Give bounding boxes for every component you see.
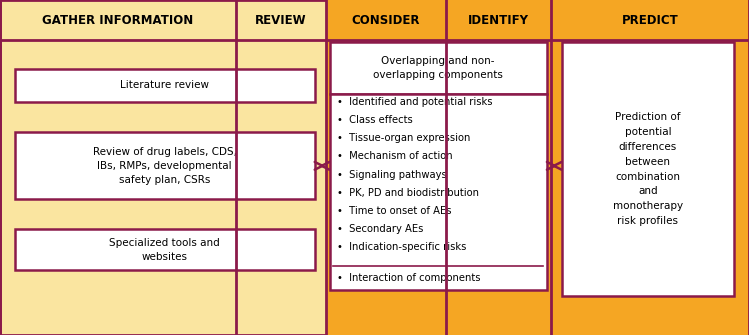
Text: GATHER INFORMATION: GATHER INFORMATION	[43, 14, 193, 26]
FancyBboxPatch shape	[562, 42, 734, 296]
Text: Specialized tools and
websites: Specialized tools and websites	[109, 238, 220, 262]
FancyBboxPatch shape	[326, 0, 551, 335]
Text: •  Secondary AEs: • Secondary AEs	[337, 224, 423, 234]
Text: Prediction of
potential
differences
between
combination
and
monotherapy
risk pro: Prediction of potential differences betw…	[613, 112, 683, 226]
Text: PREDICT: PREDICT	[622, 14, 678, 26]
Text: Overlapping and non-
overlapping components: Overlapping and non- overlapping compone…	[373, 56, 503, 80]
Text: •  Signaling pathways: • Signaling pathways	[337, 170, 447, 180]
Text: •  Interaction of components: • Interaction of components	[337, 273, 481, 283]
Text: •  Tissue-organ expression: • Tissue-organ expression	[337, 133, 470, 143]
Text: REVIEW: REVIEW	[255, 14, 306, 26]
FancyBboxPatch shape	[15, 69, 315, 102]
FancyBboxPatch shape	[551, 0, 749, 335]
Text: •  Class effects: • Class effects	[337, 115, 413, 125]
Text: •  Indication-specific risks: • Indication-specific risks	[337, 242, 467, 252]
FancyBboxPatch shape	[15, 132, 315, 199]
FancyBboxPatch shape	[330, 42, 547, 94]
FancyBboxPatch shape	[330, 94, 547, 290]
Text: IDENTIFY: IDENTIFY	[467, 14, 529, 26]
Text: •  Identified and potential risks: • Identified and potential risks	[337, 97, 493, 107]
Text: Review of drug labels, CDS,
IBs, RMPs, developmental
safety plan, CSRs: Review of drug labels, CDS, IBs, RMPs, d…	[93, 147, 237, 185]
Text: •  Time to onset of AEs: • Time to onset of AEs	[337, 206, 452, 216]
Text: Literature review: Literature review	[121, 80, 209, 90]
Text: •  PK, PD and biodistribution: • PK, PD and biodistribution	[337, 188, 479, 198]
Text: •  Mechanism of action: • Mechanism of action	[337, 151, 452, 161]
Text: CONSIDER: CONSIDER	[351, 14, 420, 26]
FancyBboxPatch shape	[15, 229, 315, 270]
